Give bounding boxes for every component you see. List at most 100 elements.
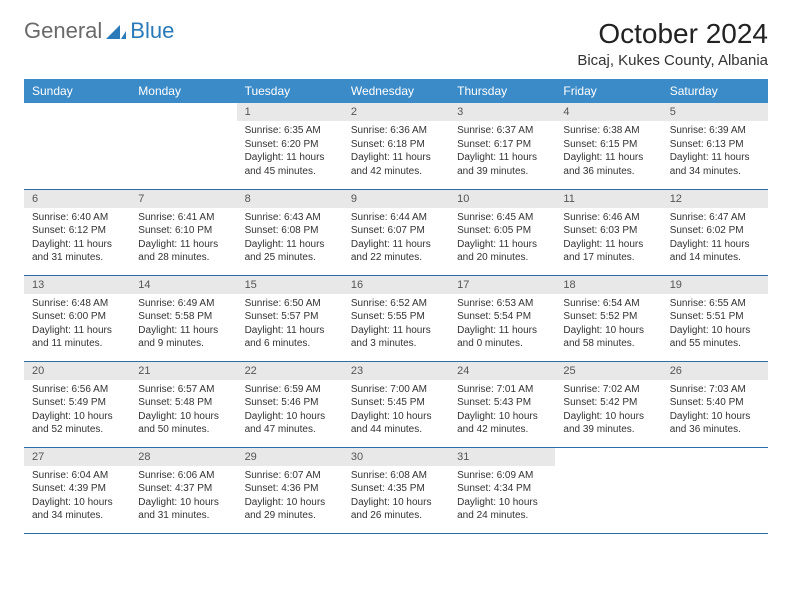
day-details: Sunrise: 6:37 AMSunset: 6:17 PMDaylight:… bbox=[449, 121, 555, 184]
day-details: Sunrise: 6:57 AMSunset: 5:48 PMDaylight:… bbox=[130, 380, 236, 443]
day-number: 13 bbox=[24, 276, 130, 294]
day-number: 18 bbox=[555, 276, 661, 294]
day-details: Sunrise: 6:59 AMSunset: 5:46 PMDaylight:… bbox=[237, 380, 343, 443]
day-number: 26 bbox=[662, 362, 768, 380]
calendar-week-row: 1Sunrise: 6:35 AMSunset: 6:20 PMDaylight… bbox=[24, 103, 768, 189]
day-details: Sunrise: 6:48 AMSunset: 6:00 PMDaylight:… bbox=[24, 294, 130, 357]
day-details: Sunrise: 6:06 AMSunset: 4:37 PMDaylight:… bbox=[130, 466, 236, 529]
calendar-day-cell: 29Sunrise: 6:07 AMSunset: 4:36 PMDayligh… bbox=[237, 447, 343, 533]
calendar-week-row: 20Sunrise: 6:56 AMSunset: 5:49 PMDayligh… bbox=[24, 361, 768, 447]
day-number: 10 bbox=[449, 190, 555, 208]
location: Bicaj, Kukes County, Albania bbox=[577, 52, 768, 69]
weekday-header: Friday bbox=[555, 79, 661, 103]
day-number: 6 bbox=[24, 190, 130, 208]
calendar-day-cell: 2Sunrise: 6:36 AMSunset: 6:18 PMDaylight… bbox=[343, 103, 449, 189]
logo-sail-icon bbox=[106, 23, 126, 39]
calendar-day-cell: 6Sunrise: 6:40 AMSunset: 6:12 PMDaylight… bbox=[24, 189, 130, 275]
calendar-day-cell: 19Sunrise: 6:55 AMSunset: 5:51 PMDayligh… bbox=[662, 275, 768, 361]
day-details: Sunrise: 6:40 AMSunset: 6:12 PMDaylight:… bbox=[24, 208, 130, 271]
calendar-week-row: 27Sunrise: 6:04 AMSunset: 4:39 PMDayligh… bbox=[24, 447, 768, 533]
day-details: Sunrise: 6:41 AMSunset: 6:10 PMDaylight:… bbox=[130, 208, 236, 271]
weekday-header: Sunday bbox=[24, 79, 130, 103]
day-number: 8 bbox=[237, 190, 343, 208]
calendar-day-cell: 21Sunrise: 6:57 AMSunset: 5:48 PMDayligh… bbox=[130, 361, 236, 447]
day-details: Sunrise: 6:38 AMSunset: 6:15 PMDaylight:… bbox=[555, 121, 661, 184]
day-number: 4 bbox=[555, 103, 661, 121]
day-details: Sunrise: 6:53 AMSunset: 5:54 PMDaylight:… bbox=[449, 294, 555, 357]
calendar-day-cell: 9Sunrise: 6:44 AMSunset: 6:07 PMDaylight… bbox=[343, 189, 449, 275]
calendar-body: 1Sunrise: 6:35 AMSunset: 6:20 PMDaylight… bbox=[24, 103, 768, 533]
day-number: 3 bbox=[449, 103, 555, 121]
calendar-day-cell: 31Sunrise: 6:09 AMSunset: 4:34 PMDayligh… bbox=[449, 447, 555, 533]
day-number: 19 bbox=[662, 276, 768, 294]
calendar-day-cell: 27Sunrise: 6:04 AMSunset: 4:39 PMDayligh… bbox=[24, 447, 130, 533]
day-details: Sunrise: 7:02 AMSunset: 5:42 PMDaylight:… bbox=[555, 380, 661, 443]
day-number: 14 bbox=[130, 276, 236, 294]
day-details: Sunrise: 6:46 AMSunset: 6:03 PMDaylight:… bbox=[555, 208, 661, 271]
calendar-day-cell: 16Sunrise: 6:52 AMSunset: 5:55 PMDayligh… bbox=[343, 275, 449, 361]
day-number: 22 bbox=[237, 362, 343, 380]
day-number: 24 bbox=[449, 362, 555, 380]
day-number: 28 bbox=[130, 448, 236, 466]
calendar-day-cell: 15Sunrise: 6:50 AMSunset: 5:57 PMDayligh… bbox=[237, 275, 343, 361]
day-details: Sunrise: 6:50 AMSunset: 5:57 PMDaylight:… bbox=[237, 294, 343, 357]
calendar-day-cell: 24Sunrise: 7:01 AMSunset: 5:43 PMDayligh… bbox=[449, 361, 555, 447]
day-details: Sunrise: 6:04 AMSunset: 4:39 PMDaylight:… bbox=[24, 466, 130, 529]
calendar-day-cell: 10Sunrise: 6:45 AMSunset: 6:05 PMDayligh… bbox=[449, 189, 555, 275]
header: General Blue October 2024 Bicaj, Kukes C… bbox=[24, 18, 768, 69]
day-details: Sunrise: 6:07 AMSunset: 4:36 PMDaylight:… bbox=[237, 466, 343, 529]
logo-text-blue: Blue bbox=[130, 18, 174, 44]
calendar-day-cell: 5Sunrise: 6:39 AMSunset: 6:13 PMDaylight… bbox=[662, 103, 768, 189]
day-number: 7 bbox=[130, 190, 236, 208]
title-block: October 2024 Bicaj, Kukes County, Albani… bbox=[577, 18, 768, 69]
day-details: Sunrise: 6:55 AMSunset: 5:51 PMDaylight:… bbox=[662, 294, 768, 357]
day-number: 16 bbox=[343, 276, 449, 294]
day-details: Sunrise: 6:08 AMSunset: 4:35 PMDaylight:… bbox=[343, 466, 449, 529]
calendar-table: SundayMondayTuesdayWednesdayThursdayFrid… bbox=[24, 79, 768, 534]
calendar-day-cell: 13Sunrise: 6:48 AMSunset: 6:00 PMDayligh… bbox=[24, 275, 130, 361]
weekday-header: Monday bbox=[130, 79, 236, 103]
calendar-day-cell: 25Sunrise: 7:02 AMSunset: 5:42 PMDayligh… bbox=[555, 361, 661, 447]
weekday-header: Saturday bbox=[662, 79, 768, 103]
day-number: 29 bbox=[237, 448, 343, 466]
calendar-day-cell: 20Sunrise: 6:56 AMSunset: 5:49 PMDayligh… bbox=[24, 361, 130, 447]
day-number: 5 bbox=[662, 103, 768, 121]
day-number: 21 bbox=[130, 362, 236, 380]
day-details: Sunrise: 6:39 AMSunset: 6:13 PMDaylight:… bbox=[662, 121, 768, 184]
calendar-day-cell: 14Sunrise: 6:49 AMSunset: 5:58 PMDayligh… bbox=[130, 275, 236, 361]
calendar-day-cell: 26Sunrise: 7:03 AMSunset: 5:40 PMDayligh… bbox=[662, 361, 768, 447]
month-title: October 2024 bbox=[577, 18, 768, 50]
calendar-day-cell bbox=[555, 447, 661, 533]
day-details: Sunrise: 6:43 AMSunset: 6:08 PMDaylight:… bbox=[237, 208, 343, 271]
calendar-day-cell: 4Sunrise: 6:38 AMSunset: 6:15 PMDaylight… bbox=[555, 103, 661, 189]
day-details: Sunrise: 7:00 AMSunset: 5:45 PMDaylight:… bbox=[343, 380, 449, 443]
weekday-header: Tuesday bbox=[237, 79, 343, 103]
day-number: 1 bbox=[237, 103, 343, 121]
calendar-day-cell bbox=[662, 447, 768, 533]
day-number: 30 bbox=[343, 448, 449, 466]
weekday-header: Wednesday bbox=[343, 79, 449, 103]
logo-text-general: General bbox=[24, 18, 102, 44]
day-details: Sunrise: 6:45 AMSunset: 6:05 PMDaylight:… bbox=[449, 208, 555, 271]
day-details: Sunrise: 6:44 AMSunset: 6:07 PMDaylight:… bbox=[343, 208, 449, 271]
day-details: Sunrise: 6:36 AMSunset: 6:18 PMDaylight:… bbox=[343, 121, 449, 184]
calendar-day-cell: 3Sunrise: 6:37 AMSunset: 6:17 PMDaylight… bbox=[449, 103, 555, 189]
day-number: 20 bbox=[24, 362, 130, 380]
day-number: 23 bbox=[343, 362, 449, 380]
day-number: 9 bbox=[343, 190, 449, 208]
calendar-day-cell bbox=[130, 103, 236, 189]
day-number: 12 bbox=[662, 190, 768, 208]
day-number: 31 bbox=[449, 448, 555, 466]
calendar-day-cell: 22Sunrise: 6:59 AMSunset: 5:46 PMDayligh… bbox=[237, 361, 343, 447]
day-number: 17 bbox=[449, 276, 555, 294]
logo: General Blue bbox=[24, 18, 174, 44]
calendar-day-cell: 8Sunrise: 6:43 AMSunset: 6:08 PMDaylight… bbox=[237, 189, 343, 275]
day-details: Sunrise: 7:01 AMSunset: 5:43 PMDaylight:… bbox=[449, 380, 555, 443]
calendar-day-cell: 30Sunrise: 6:08 AMSunset: 4:35 PMDayligh… bbox=[343, 447, 449, 533]
calendar-day-cell: 28Sunrise: 6:06 AMSunset: 4:37 PMDayligh… bbox=[130, 447, 236, 533]
calendar-day-cell: 18Sunrise: 6:54 AMSunset: 5:52 PMDayligh… bbox=[555, 275, 661, 361]
calendar-head: SundayMondayTuesdayWednesdayThursdayFrid… bbox=[24, 79, 768, 103]
day-number: 15 bbox=[237, 276, 343, 294]
day-details: Sunrise: 6:47 AMSunset: 6:02 PMDaylight:… bbox=[662, 208, 768, 271]
calendar-day-cell: 1Sunrise: 6:35 AMSunset: 6:20 PMDaylight… bbox=[237, 103, 343, 189]
